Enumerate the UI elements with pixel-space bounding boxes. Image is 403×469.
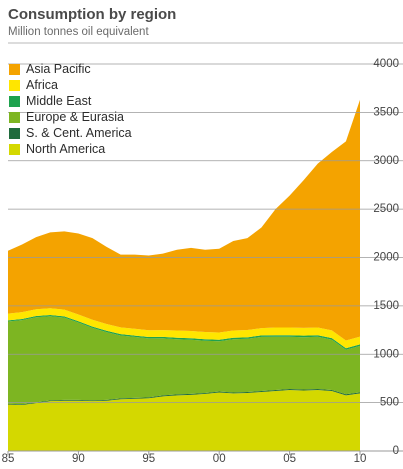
y-tick-label-0: 0 <box>393 445 399 457</box>
legend-item-north-america: North America <box>9 141 132 157</box>
legend-item-asia-pacific: Asia Pacific <box>9 61 132 77</box>
legend-item-s-cent-america: S. & Cent. America <box>9 125 132 141</box>
area-s-cent-america <box>8 388 360 406</box>
y-tick-label-3500: 3500 <box>373 106 399 118</box>
legend-item-europe-eurasia: Europe & Eurasia <box>9 109 132 125</box>
chart-subtitle: Million tonnes oil equivalent <box>8 26 149 38</box>
y-tick-label-1000: 1000 <box>373 348 399 360</box>
x-tick-label-2005: 05 <box>283 453 296 465</box>
y-tick-label-500: 500 <box>380 397 399 409</box>
chart-title: Consumption by region <box>8 6 177 23</box>
y-tick-label-3000: 3000 <box>373 155 399 167</box>
legend-label: S. & Cent. America <box>26 126 132 140</box>
legend-label: North America <box>26 142 106 156</box>
y-tick-label-4000: 4000 <box>373 58 399 70</box>
x-tick-label-1990: 90 <box>72 453 85 465</box>
legend-label: Middle East <box>26 94 92 108</box>
area-north-america <box>8 390 360 451</box>
y-tick-label-2000: 2000 <box>373 252 399 264</box>
legend-label: Asia Pacific <box>26 62 91 76</box>
x-tick-label-1995: 95 <box>142 453 155 465</box>
legend-swatch <box>9 111 20 123</box>
y-tick-label-1500: 1500 <box>373 300 399 312</box>
x-tick-label-1985: 85 <box>2 453 15 465</box>
legend-swatch <box>9 127 20 139</box>
legend-label: Africa <box>26 78 58 92</box>
area-europe-eurasia <box>8 316 360 405</box>
legend-swatch <box>9 95 20 107</box>
y-tick-label-2500: 2500 <box>373 203 399 215</box>
legend-swatch <box>9 143 20 155</box>
x-tick-label-2010: 10 <box>354 453 367 465</box>
legend-swatch <box>9 63 20 75</box>
legend-label: Europe & Eurasia <box>26 110 124 124</box>
legend: Asia Pacific Africa Middle East Europe & Eu… <box>9 61 132 157</box>
area-asia-pacific <box>8 99 360 341</box>
legend-item-middle-east: Middle East <box>9 93 132 109</box>
legend-swatch <box>9 79 20 91</box>
area-africa <box>8 308 360 349</box>
legend-item-africa: Africa <box>9 77 132 93</box>
x-tick-label-2000: 00 <box>213 453 226 465</box>
